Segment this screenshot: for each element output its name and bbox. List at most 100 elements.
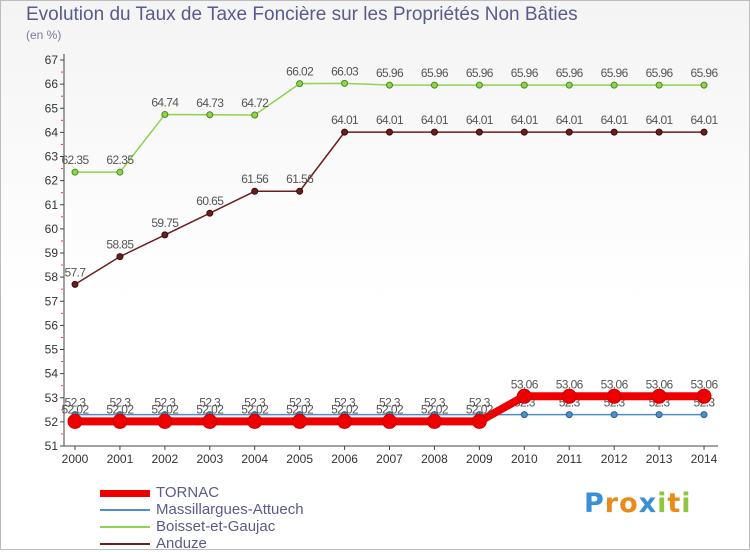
y-tick-label: 63 <box>45 150 59 164</box>
x-tick-label: 2011 <box>556 452 582 466</box>
data-label-boisset-et-gaujac: 64.74 <box>151 96 179 110</box>
data-label-boisset-et-gaujac: 66.03 <box>331 64 359 78</box>
x-tick-label: 2006 <box>331 452 358 466</box>
y-tick-label: 67 <box>45 53 59 67</box>
data-label-tornac: 52.02 <box>106 402 134 416</box>
y-tick-label: 52 <box>45 415 59 429</box>
legend: TORNAC Massillargues-Attuech Boisset-et-Ga… <box>100 484 360 552</box>
data-label-tornac: 52.02 <box>421 402 449 416</box>
data-label-boisset-et-gaujac: 66.02 <box>286 65 314 79</box>
y-tick-label: 56 <box>45 318 59 332</box>
data-point-anduze <box>655 128 663 136</box>
data-point-massillargues-attuech <box>610 411 618 419</box>
x-tick-label: 2007 <box>376 452 403 466</box>
data-point-boisset-et-gaujac <box>610 81 618 89</box>
y-tick-label: 64 <box>45 125 59 139</box>
data-label-anduze: 61.56 <box>241 172 269 186</box>
x-tick-label: 2001 <box>107 452 134 466</box>
data-label-massillargues-attuech: 52.3 <box>379 396 401 410</box>
data-label-anduze: 59.75 <box>151 216 179 230</box>
data-point-tornac <box>247 413 263 429</box>
data-point-boisset-et-gaujac <box>341 79 349 87</box>
y-tick-label: 55 <box>45 343 59 357</box>
data-point-tornac <box>157 413 173 429</box>
data-label-anduze: 60.65 <box>196 194 224 208</box>
data-label-tornac: 52.02 <box>196 402 224 416</box>
x-tick-label: 2002 <box>152 452 179 466</box>
logo-letter: i <box>681 488 692 519</box>
data-point-boisset-et-gaujac <box>71 168 79 176</box>
data-point-massillargues-attuech <box>700 411 708 419</box>
data-label-boisset-et-gaujac: 65.96 <box>511 66 539 80</box>
data-point-anduze <box>565 128 573 136</box>
legend-item: Massillargues-Attuech <box>100 501 360 518</box>
legend-label: Anduze <box>156 535 207 552</box>
data-label-tornac: 53.06 <box>601 377 629 391</box>
data-point-tornac <box>651 388 667 404</box>
data-label-massillargues-attuech: 52.3 <box>469 396 491 410</box>
data-label-anduze: 64.01 <box>511 113 539 127</box>
x-tick-label: 2004 <box>241 452 268 466</box>
data-point-boisset-et-gaujac <box>116 168 124 176</box>
data-point-anduze <box>71 280 79 288</box>
data-label-tornac: 52.02 <box>61 402 89 416</box>
y-tick-label: 59 <box>45 246 59 260</box>
data-label-massillargues-attuech: 52.3 <box>424 396 446 410</box>
y-tick-label: 60 <box>45 222 59 236</box>
data-point-tornac <box>561 388 577 404</box>
data-label-tornac: 53.06 <box>646 377 674 391</box>
data-label-boisset-et-gaujac: 65.96 <box>556 66 584 80</box>
data-label-anduze: 64.01 <box>331 113 359 127</box>
data-point-anduze <box>520 128 528 136</box>
data-label-boisset-et-gaujac: 62.35 <box>61 153 89 167</box>
data-label-anduze: 64.01 <box>466 113 494 127</box>
data-point-tornac <box>382 413 398 429</box>
data-label-anduze: 64.01 <box>691 113 719 127</box>
data-point-tornac <box>67 413 83 429</box>
logo-letter: o <box>619 488 639 519</box>
data-label-tornac: 52.02 <box>466 402 494 416</box>
data-point-tornac <box>696 388 712 404</box>
line-chart: 51 52 53 54 55 56 57 58 59 60 61 62 63 64 65 66 67 2000 20… <box>45 53 719 466</box>
data-label-massillargues-attuech: 52.3 <box>244 396 266 410</box>
data-point-boisset-et-gaujac <box>700 81 708 89</box>
legend-swatch <box>100 543 150 545</box>
data-point-tornac <box>516 388 532 404</box>
x-tick-label: 2005 <box>286 452 313 466</box>
x-tick-label: 2000 <box>62 452 89 466</box>
data-label-massillargues-attuech: 52.3 <box>154 396 176 410</box>
data-point-tornac <box>606 388 622 404</box>
legend-swatch <box>100 489 150 497</box>
data-label-boisset-et-gaujac: 65.96 <box>601 66 629 80</box>
data-label-boisset-et-gaujac: 65.96 <box>421 66 449 80</box>
data-point-boisset-et-gaujac <box>206 111 214 119</box>
data-point-tornac <box>426 413 442 429</box>
legend-item: Anduze <box>100 535 360 552</box>
data-label-anduze: 64.01 <box>376 113 404 127</box>
y-tick-label: 51 <box>45 439 59 453</box>
y-tick-label: 53 <box>45 391 59 405</box>
data-label-boisset-et-gaujac: 64.72 <box>241 96 269 110</box>
data-label-anduze: 61.56 <box>286 172 314 186</box>
data-point-boisset-et-gaujac <box>475 81 483 89</box>
legend-swatch <box>100 526 150 528</box>
data-point-anduze <box>161 231 169 239</box>
logo-letter: i <box>657 488 668 519</box>
data-label-anduze: 64.01 <box>601 113 629 127</box>
legend-swatch <box>100 509 150 511</box>
y-tick-label: 54 <box>45 367 59 381</box>
data-point-massillargues-attuech <box>655 411 663 419</box>
data-point-boisset-et-gaujac <box>430 81 438 89</box>
legend-label: TORNAC <box>156 484 220 501</box>
logo-letter: x <box>638 488 658 519</box>
data-label-massillargues-attuech: 52.3 <box>199 396 221 410</box>
x-tick-label: 2010 <box>511 452 538 466</box>
data-label-anduze: 58.85 <box>106 238 134 252</box>
data-point-anduze <box>341 128 349 136</box>
data-label-massillargues-attuech: 52.3 <box>289 396 311 410</box>
data-point-tornac <box>337 413 353 429</box>
data-point-boisset-et-gaujac <box>251 111 259 119</box>
x-tick-label: 2008 <box>421 452 448 466</box>
data-point-anduze <box>475 128 483 136</box>
